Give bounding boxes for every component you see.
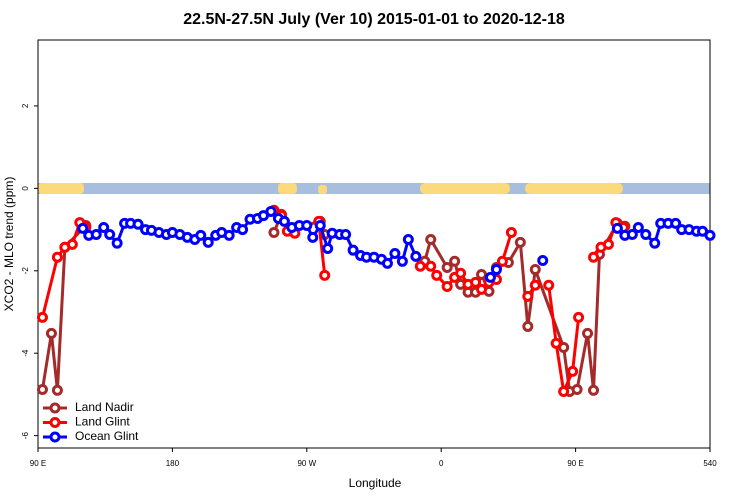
land-ocean-strip [38, 183, 710, 194]
point [425, 233, 437, 245]
point [529, 279, 541, 291]
point [98, 222, 110, 234]
point [455, 267, 467, 279]
point [514, 236, 526, 248]
y-axis-label: XCO2 - MLO trend (ppm) [2, 177, 16, 312]
x-tick-label: 90 E [30, 459, 46, 468]
point [237, 224, 249, 236]
plot-frame [37, 39, 711, 449]
point [307, 231, 319, 243]
point [522, 320, 534, 332]
point [132, 218, 144, 230]
point [111, 237, 123, 249]
point [51, 384, 63, 396]
point [36, 383, 48, 395]
point [602, 238, 614, 250]
point [537, 254, 549, 266]
point [640, 229, 652, 241]
x-tick-label: 90 E [567, 459, 583, 468]
point [396, 255, 408, 267]
y-tick-label: 2 [21, 103, 30, 108]
point [425, 260, 437, 272]
point [476, 283, 488, 295]
point [381, 257, 393, 269]
point [529, 264, 541, 276]
land-band [525, 183, 623, 194]
point [410, 250, 422, 262]
point [90, 229, 102, 241]
point [431, 269, 443, 281]
point [441, 261, 453, 273]
point [414, 260, 426, 272]
point [347, 244, 359, 256]
y-tick-label: -2 [21, 267, 30, 275]
point [45, 327, 57, 339]
point [77, 222, 89, 234]
point [470, 276, 482, 288]
legend-label: Land Nadir [75, 400, 134, 414]
legend-label: Ocean Glint [75, 429, 139, 443]
point [202, 236, 214, 248]
point [51, 251, 63, 263]
point [704, 229, 716, 241]
land-band [318, 185, 327, 194]
point [322, 243, 334, 255]
point [484, 271, 496, 283]
point [278, 215, 290, 227]
point [626, 229, 638, 241]
point [543, 279, 555, 291]
point [571, 383, 583, 395]
point [402, 233, 414, 245]
legend-marker [49, 402, 61, 414]
point [588, 384, 600, 396]
point [632, 222, 644, 234]
land-band [38, 183, 84, 194]
point [314, 219, 326, 231]
point [550, 337, 562, 349]
legend-marker [49, 417, 61, 428]
point [319, 269, 331, 281]
point [66, 238, 78, 250]
point [573, 311, 585, 323]
point [496, 255, 508, 267]
point [588, 251, 600, 263]
point [223, 229, 235, 241]
x-tick-label: 0 [439, 459, 444, 468]
point [490, 264, 502, 276]
point [195, 229, 207, 241]
point [441, 280, 453, 292]
point [582, 327, 594, 339]
x-tick-label: 90 W [297, 459, 316, 468]
point [36, 311, 48, 323]
point [389, 247, 401, 259]
ocean-band [38, 183, 710, 194]
y-tick-label: 0 [21, 186, 30, 191]
legend-marker [49, 431, 61, 443]
land-band [278, 183, 297, 194]
point [611, 222, 623, 234]
point [558, 386, 570, 398]
point [301, 219, 313, 231]
point [567, 365, 579, 377]
x-tick-label: 180 [166, 459, 180, 468]
point [476, 268, 488, 280]
x-axis-label: Longitude [349, 476, 402, 490]
point [505, 226, 517, 238]
land-band [420, 183, 510, 194]
y-tick-label: -6 [21, 432, 30, 440]
point [265, 205, 277, 217]
point [268, 226, 280, 238]
chart-title: 22.5N-27.5N July (Ver 10) 2015-01-01 to … [183, 11, 565, 28]
series-line [423, 221, 626, 394]
x-tick-label: 540 [703, 459, 717, 468]
point [670, 217, 682, 229]
legend-label: Land Glint [75, 415, 130, 429]
y-tick-label: -4 [21, 349, 30, 357]
point [522, 290, 534, 302]
point [340, 229, 352, 241]
point [104, 229, 116, 241]
point [449, 255, 461, 267]
point [649, 237, 661, 249]
